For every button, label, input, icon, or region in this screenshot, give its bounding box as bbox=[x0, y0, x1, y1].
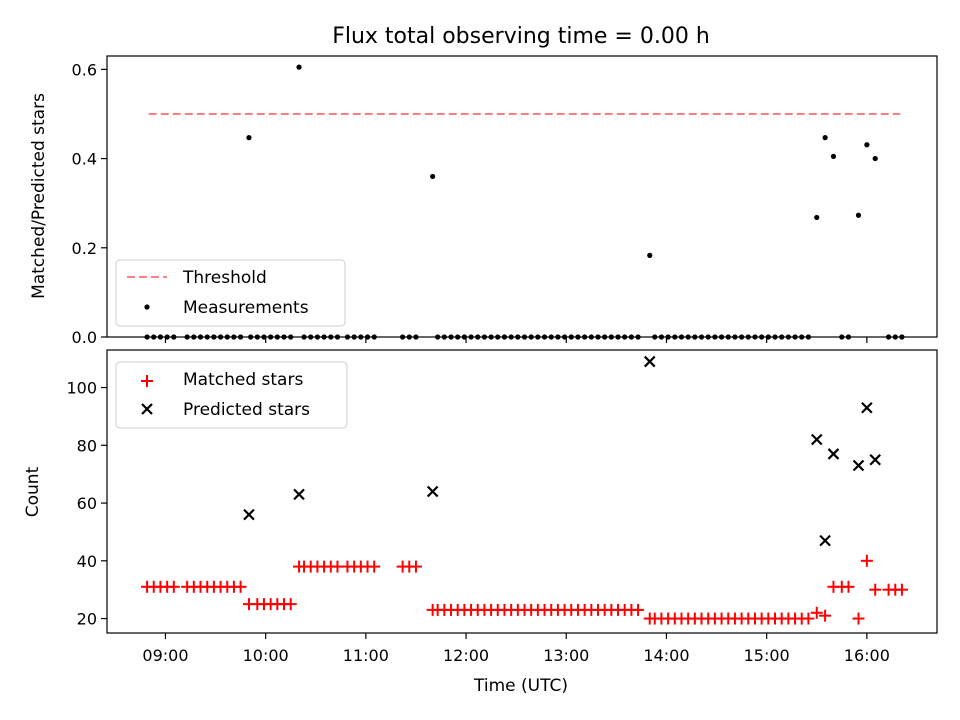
measurement-point bbox=[822, 135, 828, 141]
matched-star-point bbox=[167, 580, 180, 593]
measurement-point bbox=[855, 212, 862, 218]
predicted-star-point bbox=[819, 534, 831, 547]
top-legend-box bbox=[115, 259, 346, 327]
matched-star-point bbox=[284, 598, 297, 611]
bottom-x-tick-label: 09:00 bbox=[142, 646, 188, 665]
measurement-point bbox=[246, 135, 252, 141]
matched-star-point bbox=[368, 560, 381, 573]
matched-star-point bbox=[852, 612, 865, 625]
measurement-point bbox=[296, 64, 302, 70]
bottom-plot-area bbox=[141, 355, 908, 625]
top-y-ticks: 0.0 0.2 0.4 0.6 bbox=[72, 60, 107, 347]
measurement-point bbox=[647, 252, 653, 258]
predicted-star-point bbox=[243, 508, 255, 521]
bottom-x-tick-label: 10:00 bbox=[243, 646, 289, 665]
bottom-y-tick-label: 100 bbox=[66, 379, 97, 398]
predicted-star-point bbox=[869, 453, 881, 466]
matched-star-point bbox=[802, 612, 815, 625]
bottom-axes-frame bbox=[106, 349, 938, 634]
measurements-legend-label: Measurements bbox=[183, 298, 309, 318]
measurement-point bbox=[830, 153, 837, 159]
predicted-star-point bbox=[810, 433, 823, 446]
bottom-y-tick-label: 60 bbox=[77, 494, 97, 513]
measurement-point bbox=[814, 214, 820, 221]
top-legend: Threshold Measurements bbox=[115, 259, 346, 327]
matched-legend-marker bbox=[141, 375, 153, 387]
measurement-point bbox=[864, 142, 870, 148]
bottom-x-tick-label: 13:00 bbox=[543, 646, 589, 665]
bottom-y-tick-label: 40 bbox=[77, 552, 97, 571]
bottom-legend-box bbox=[115, 361, 348, 429]
measurement-point bbox=[872, 155, 878, 162]
measurement-point bbox=[430, 173, 436, 180]
bottom-x-axis-label: Time (UTC) bbox=[473, 676, 568, 696]
matched-star-point bbox=[632, 603, 645, 616]
top-y-tick-label: 0.4 bbox=[72, 150, 97, 169]
matched-star-point bbox=[810, 606, 823, 619]
predicted-star-point bbox=[827, 448, 840, 460]
bottom-panel: Count Time (UTC) 20 40 60 80 100 09:00 10:00 1… bbox=[23, 349, 938, 696]
top-y-axis-label: Matched/Predicted stars bbox=[29, 93, 49, 299]
predicted-star-point bbox=[426, 485, 439, 498]
top-y-tick-label: 0.2 bbox=[72, 239, 97, 258]
bottom-x-tick-label: 12:00 bbox=[443, 646, 489, 665]
predicted-star-point bbox=[861, 401, 873, 414]
bottom-y-axis-label: Count bbox=[23, 466, 43, 517]
bottom-legend: Matched stars Predicted stars bbox=[115, 361, 348, 429]
predicted-star-point bbox=[293, 488, 305, 501]
matched-star-point bbox=[895, 583, 908, 596]
matched-star-point bbox=[819, 609, 832, 622]
matched-star-point bbox=[860, 554, 873, 567]
bottom-x-tick-label: 11:00 bbox=[343, 646, 389, 665]
bottom-y-ticks: 20 40 60 80 100 bbox=[66, 379, 107, 629]
predicted-star-point bbox=[852, 459, 865, 472]
chart-title: Flux total observing time = 0.00 h bbox=[332, 24, 710, 49]
matched-star-point bbox=[869, 583, 882, 596]
measurements-legend-marker bbox=[144, 304, 150, 310]
matched-star-point bbox=[842, 580, 855, 593]
top-y-tick-label: 0.0 bbox=[72, 328, 97, 347]
matched-star-point bbox=[409, 560, 422, 573]
bottom-y-tick-label: 80 bbox=[77, 436, 97, 455]
predicted-star-point bbox=[643, 355, 656, 368]
predicted-legend-label: Predicted stars bbox=[183, 400, 310, 420]
top-y-tick-label: 0.6 bbox=[72, 60, 97, 79]
predicted-legend-marker bbox=[141, 403, 153, 415]
threshold-legend-label: Threshold bbox=[182, 268, 267, 288]
bottom-x-tick-label: 15:00 bbox=[744, 646, 790, 665]
bottom-x-tick-label: 14:00 bbox=[643, 646, 689, 665]
top-panel: Flux total observing time = 0.00 h Match… bbox=[29, 24, 938, 347]
bottom-x-ticks: 09:00 10:00 11:00 12:00 13:00 14:00 15:00 16:00 bbox=[142, 633, 890, 665]
top-axes-frame bbox=[106, 55, 938, 338]
matched-star-point bbox=[331, 560, 344, 573]
matched-legend-label: Matched stars bbox=[183, 370, 303, 390]
bottom-y-tick-label: 20 bbox=[77, 610, 97, 629]
matched-star-point bbox=[234, 580, 247, 593]
bottom-x-tick-label: 16:00 bbox=[844, 646, 890, 665]
